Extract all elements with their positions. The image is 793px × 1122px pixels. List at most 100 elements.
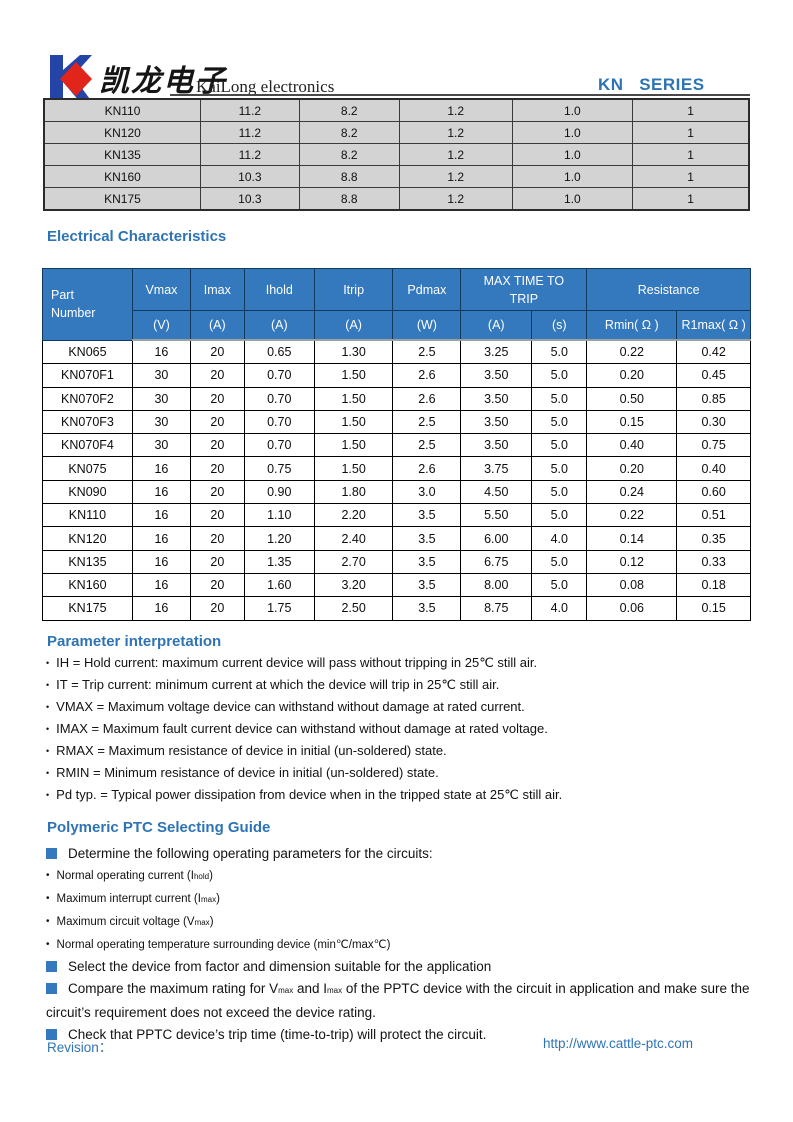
table-cell: 4.50: [460, 479, 533, 505]
table-cell: 6.75: [460, 549, 533, 574]
unit-header: (s): [531, 310, 588, 341]
table-cell: 5.0: [531, 339, 588, 365]
table-cell: KN175: [43, 187, 201, 211]
table-cell: 3.0: [392, 479, 462, 505]
table-cell: 1.2: [398, 98, 513, 122]
col-header-pdmax: Pdmax: [392, 268, 462, 311]
table-row: KN120 16 20 1.20 2.40 3.5 6.00 4.0 0.14 0.35: [42, 526, 751, 551]
square-bullet-icon: [46, 848, 57, 859]
parameter-interpretation-list: IH = Hold current: maximum current devic…: [46, 652, 562, 806]
table-cell: 1.0: [511, 98, 634, 122]
table-cell: 1.30: [313, 339, 394, 365]
table-cell: 0.15: [676, 596, 751, 621]
table-row: KN135 16 20 1.35 2.70 3.5 6.75 5.0 0.12 0.33: [42, 549, 751, 574]
table-cell: 8.2: [298, 143, 400, 166]
unit-header: (A): [313, 310, 394, 341]
table-row: KN120 11.2 8.2 1.2 1.0 1: [43, 121, 750, 144]
selecting-guide-list: Determine the following operating parame…: [46, 843, 756, 1046]
table-cell: 3.50: [460, 409, 533, 435]
website-link[interactable]: http://www.cattle-ptc.com: [543, 1036, 694, 1051]
table-row: KN070F1 30 20 0.70 1.50 2.6 3.50 5.0 0.20 0.45: [42, 363, 751, 388]
table-cell: 8.00: [460, 572, 533, 598]
table-cell: 3.25: [460, 339, 533, 365]
header-divider: [170, 94, 750, 96]
guide-item: • Normal operating current (Ihold): [46, 870, 213, 882]
table-cell: 1.20: [243, 526, 315, 551]
table-cell: 1.75: [243, 596, 315, 621]
table-cell: 5.0: [531, 363, 588, 388]
table-cell: 0.60: [676, 479, 751, 505]
table-cell: 10.3: [200, 165, 300, 188]
guide-item: Compare the maximum rating for Vmax and …: [46, 981, 750, 1020]
table-cell: 8.8: [298, 187, 400, 211]
table-cell: 8.75: [460, 596, 533, 621]
table-cell: 20: [189, 526, 245, 551]
table-cell: 0.15: [586, 409, 678, 435]
table-cell: 1.2: [398, 165, 513, 188]
table-cell: 20: [189, 456, 245, 481]
table-cell: 0.42: [676, 339, 751, 365]
guide-item: • Maximum interrupt current (Imax): [46, 893, 220, 905]
table-row: KN070F2 30 20 0.70 1.50 2.6 3.50 5.0 0.50 0.85: [42, 386, 751, 411]
revision-label: Revision：: [47, 1040, 113, 1055]
col-header-max-time-to-trip: MAX TIME TO TRIP: [460, 268, 588, 311]
table-cell: 1.50: [313, 386, 394, 411]
table-cell: KN090: [42, 479, 133, 505]
series-label: KN SERIES: [598, 75, 705, 94]
table-cell: 0.50: [586, 386, 678, 411]
table-cell: 2.5: [392, 433, 462, 458]
table-cell: 20: [189, 479, 245, 505]
table-row: KN090 16 20 0.90 1.80 3.0 4.50 5.0 0.24 0.60: [42, 479, 751, 505]
table-cell: 4.0: [531, 596, 588, 621]
table-cell: 0.40: [676, 456, 751, 481]
table-cell: 1.0: [511, 165, 634, 188]
table-cell: 2.5: [392, 409, 462, 435]
table-row: KN070F4 30 20 0.70 1.50 2.5 3.50 5.0 0.40 0.75: [42, 433, 751, 458]
parameter-bullet: IMAX = Maximum fault current device can …: [46, 718, 562, 740]
table-cell: 5.50: [460, 503, 533, 528]
table-cell: 0.85: [676, 386, 751, 411]
table-cell: 30: [131, 433, 191, 458]
table-cell: 0.90: [243, 479, 315, 505]
table-cell: 6.00: [460, 526, 533, 551]
table-cell: 2.6: [392, 386, 462, 411]
table-cell: 1: [632, 121, 750, 144]
table-cell: KN120: [42, 526, 133, 551]
table-cell: 30: [131, 363, 191, 388]
table-cell: 0.18: [676, 572, 751, 598]
table-cell: 8.2: [298, 121, 400, 144]
table-cell: 0.70: [243, 409, 315, 435]
table-cell: KN135: [42, 549, 133, 574]
table-cell: 16: [131, 526, 191, 551]
table-cell: 0.70: [243, 433, 315, 458]
square-bullet-icon: [46, 961, 57, 972]
table-cell: 11.2: [200, 143, 300, 166]
table-cell: 1.60: [243, 572, 315, 598]
table-cell: 5.0: [531, 549, 588, 574]
table-row: KN070F3 30 20 0.70 1.50 2.5 3.50 5.0 0.15 0.30: [42, 409, 751, 435]
table-cell: 20: [189, 503, 245, 528]
dot-bullet-icon: •: [46, 893, 50, 904]
table-cell: 0.75: [243, 456, 315, 481]
table-cell: 5.0: [531, 479, 588, 505]
table-cell: 20: [189, 433, 245, 458]
table-cell: 3.5: [392, 503, 462, 528]
table-cell: KN120: [43, 121, 201, 144]
table-cell: KN075: [42, 456, 133, 481]
dot-bullet-icon: •: [46, 916, 50, 927]
table-cell: 4.0: [531, 526, 588, 551]
electrical-characteristics-table: Part Number Vmax Imax Ihold Itrip Pdmax …: [42, 268, 751, 621]
table-cell: 16: [131, 596, 191, 621]
table-cell: 1: [632, 165, 750, 188]
table-cell: 5.0: [531, 433, 588, 458]
selecting-guide-title: Polymeric PTC Selecting Guide: [47, 819, 271, 836]
table-cell: 16: [131, 549, 191, 574]
col-header-part-number: Part Number: [42, 268, 133, 341]
table-row: KN075 16 20 0.75 1.50 2.6 3.75 5.0 0.20 0.40: [42, 456, 751, 481]
brand-chinese-name: 凯龙电子: [99, 65, 227, 98]
table-cell: KN110: [43, 98, 201, 122]
kailong-logo-icon: [50, 55, 92, 102]
table-cell: 1.80: [313, 479, 394, 505]
table-cell: 2.6: [392, 456, 462, 481]
